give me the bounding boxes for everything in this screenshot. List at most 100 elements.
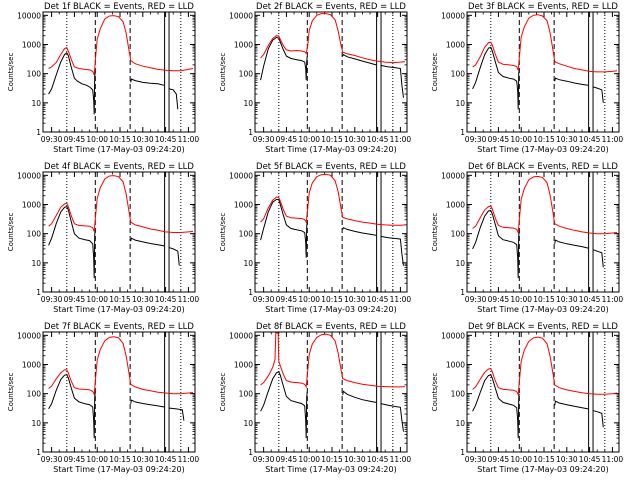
y-tick-label: 1	[36, 288, 41, 297]
y-tick-label: 100	[451, 230, 466, 239]
series-line-events	[169, 247, 180, 266]
y-axis-label: Counts/sec	[219, 53, 227, 92]
x-tick-label: 09:30	[41, 455, 63, 464]
y-tick-label: 100	[27, 390, 42, 399]
y-tick-label: 100	[451, 70, 466, 79]
y-tick-label: 1000	[446, 360, 465, 369]
series-line-lld	[48, 175, 194, 233]
x-tick-label: 11:00	[178, 455, 200, 464]
y-tick-label: 100	[239, 230, 254, 239]
y-tick-label: 10000	[229, 171, 253, 180]
x-tick-label: 10:45	[155, 455, 177, 464]
x-tick-label: 10:00	[86, 295, 108, 304]
x-axis-label: Start Time (17-May-03 09:24:20)	[477, 465, 608, 474]
y-tick-label: 1000	[234, 360, 253, 369]
y-tick-label: 10000	[17, 331, 41, 340]
series-line-events	[48, 52, 96, 115]
y-tick-label: 100	[239, 390, 254, 399]
x-tick-label: 10:30	[344, 295, 366, 304]
y-tick-label: 1000	[234, 200, 253, 209]
y-axis-label: Counts/sec	[431, 213, 439, 252]
series-line-lld	[260, 332, 406, 389]
plot-frame	[42, 171, 196, 293]
y-tick-label: 1000	[446, 40, 465, 49]
plot-frame	[254, 11, 408, 133]
y-tick-label: 10000	[441, 11, 465, 20]
y-tick-label: 10	[455, 99, 465, 108]
x-tick-label: 10:30	[556, 135, 578, 144]
chart-title: Det 5f BLACK = Events, RED = LLD	[256, 162, 406, 172]
x-tick-label: 11:00	[178, 295, 200, 304]
x-tick-label: 10:30	[132, 455, 154, 464]
y-tick-label: 10	[31, 419, 41, 428]
detector-panel-9: Det 9f BLACK = Events, RED = LLD 1 10 100 10…	[431, 322, 623, 474]
x-tick-label: 11:00	[178, 135, 200, 144]
x-axis-label: Start Time (17-May-03 09:24:20)	[53, 465, 184, 474]
x-tick-label: 10:15	[321, 135, 343, 144]
y-tick-label: 1	[248, 128, 253, 137]
chart-title: Det 2f BLACK = Events, RED = LLD	[256, 2, 406, 12]
detector-panel-2: Det 2f BLACK = Events, RED = LLD 1 10 100 10…	[219, 2, 411, 154]
x-tick-label: 11:00	[602, 135, 624, 144]
x-axis-label: Start Time (17-May-03 09:24:20)	[53, 145, 184, 154]
series-line-events	[381, 403, 404, 432]
y-tick-label: 1	[460, 128, 465, 137]
x-tick-label: 10:30	[132, 135, 154, 144]
plot-frame	[466, 331, 620, 453]
x-tick-label: 11:00	[602, 455, 624, 464]
detector-panel-6: Det 6f BLACK = Events, RED = LLD 1 10 100 10…	[431, 162, 623, 314]
series-line-events	[381, 65, 404, 98]
x-tick-label: 09:45	[488, 135, 510, 144]
chart-title: Det 8f BLACK = Events, RED = LLD	[256, 322, 406, 332]
x-tick-label: 10:45	[579, 295, 601, 304]
y-axis-label: Counts/sec	[7, 373, 15, 412]
x-tick-label: 10:30	[556, 295, 578, 304]
chart-title: Det 4f BLACK = Events, RED = LLD	[44, 162, 194, 172]
x-tick-label: 10:00	[510, 455, 532, 464]
series-line-events	[554, 400, 589, 410]
y-axis-label: Counts/sec	[7, 213, 15, 252]
y-tick-label: 1	[248, 448, 253, 457]
x-tick-label: 11:00	[390, 135, 412, 144]
y-tick-label: 1000	[22, 200, 41, 209]
x-tick-label: 10:45	[155, 135, 177, 144]
series-line-events	[593, 86, 604, 103]
series-line-events	[169, 407, 185, 421]
series-line-events	[48, 374, 96, 439]
y-tick-label: 10	[243, 419, 253, 428]
x-tick-label: 09:45	[64, 455, 86, 464]
detector-panel-1: Det 1f BLACK = Events, RED = LLD 1 10 100 10…	[7, 2, 199, 154]
x-tick-label: 09:45	[64, 135, 86, 144]
y-tick-label: 1	[248, 288, 253, 297]
y-axis-label: Counts/sec	[219, 213, 227, 252]
y-tick-label: 10000	[441, 331, 465, 340]
x-tick-label: 09:30	[253, 295, 275, 304]
x-tick-label: 10:15	[109, 295, 131, 304]
y-tick-label: 10000	[17, 171, 41, 180]
x-tick-label: 09:30	[465, 455, 487, 464]
y-tick-label: 10000	[229, 11, 253, 20]
y-tick-label: 1000	[446, 200, 465, 209]
x-tick-label: 11:00	[602, 295, 624, 304]
series-line-events	[593, 410, 604, 428]
series-line-events	[472, 374, 520, 439]
y-tick-label: 100	[27, 230, 42, 239]
y-tick-label: 10000	[17, 11, 41, 20]
y-tick-label: 1000	[22, 360, 41, 369]
y-tick-label: 100	[451, 390, 466, 399]
x-axis-label: Start Time (17-May-03 09:24:20)	[265, 145, 396, 154]
x-tick-label: 10:00	[510, 135, 532, 144]
x-tick-label: 10:45	[367, 135, 389, 144]
series-line-events	[130, 78, 165, 86]
x-tick-label: 09:45	[276, 455, 298, 464]
x-tick-label: 09:30	[41, 295, 63, 304]
plot-frame	[42, 11, 196, 133]
y-tick-label: 10	[455, 259, 465, 268]
series-line-events	[472, 46, 520, 110]
x-tick-label: 10:15	[321, 455, 343, 464]
x-tick-label: 10:00	[510, 295, 532, 304]
series-line-events	[593, 249, 604, 268]
x-tick-label: 10:15	[533, 295, 555, 304]
y-tick-label: 1000	[22, 40, 41, 49]
plot-frame	[254, 331, 408, 453]
